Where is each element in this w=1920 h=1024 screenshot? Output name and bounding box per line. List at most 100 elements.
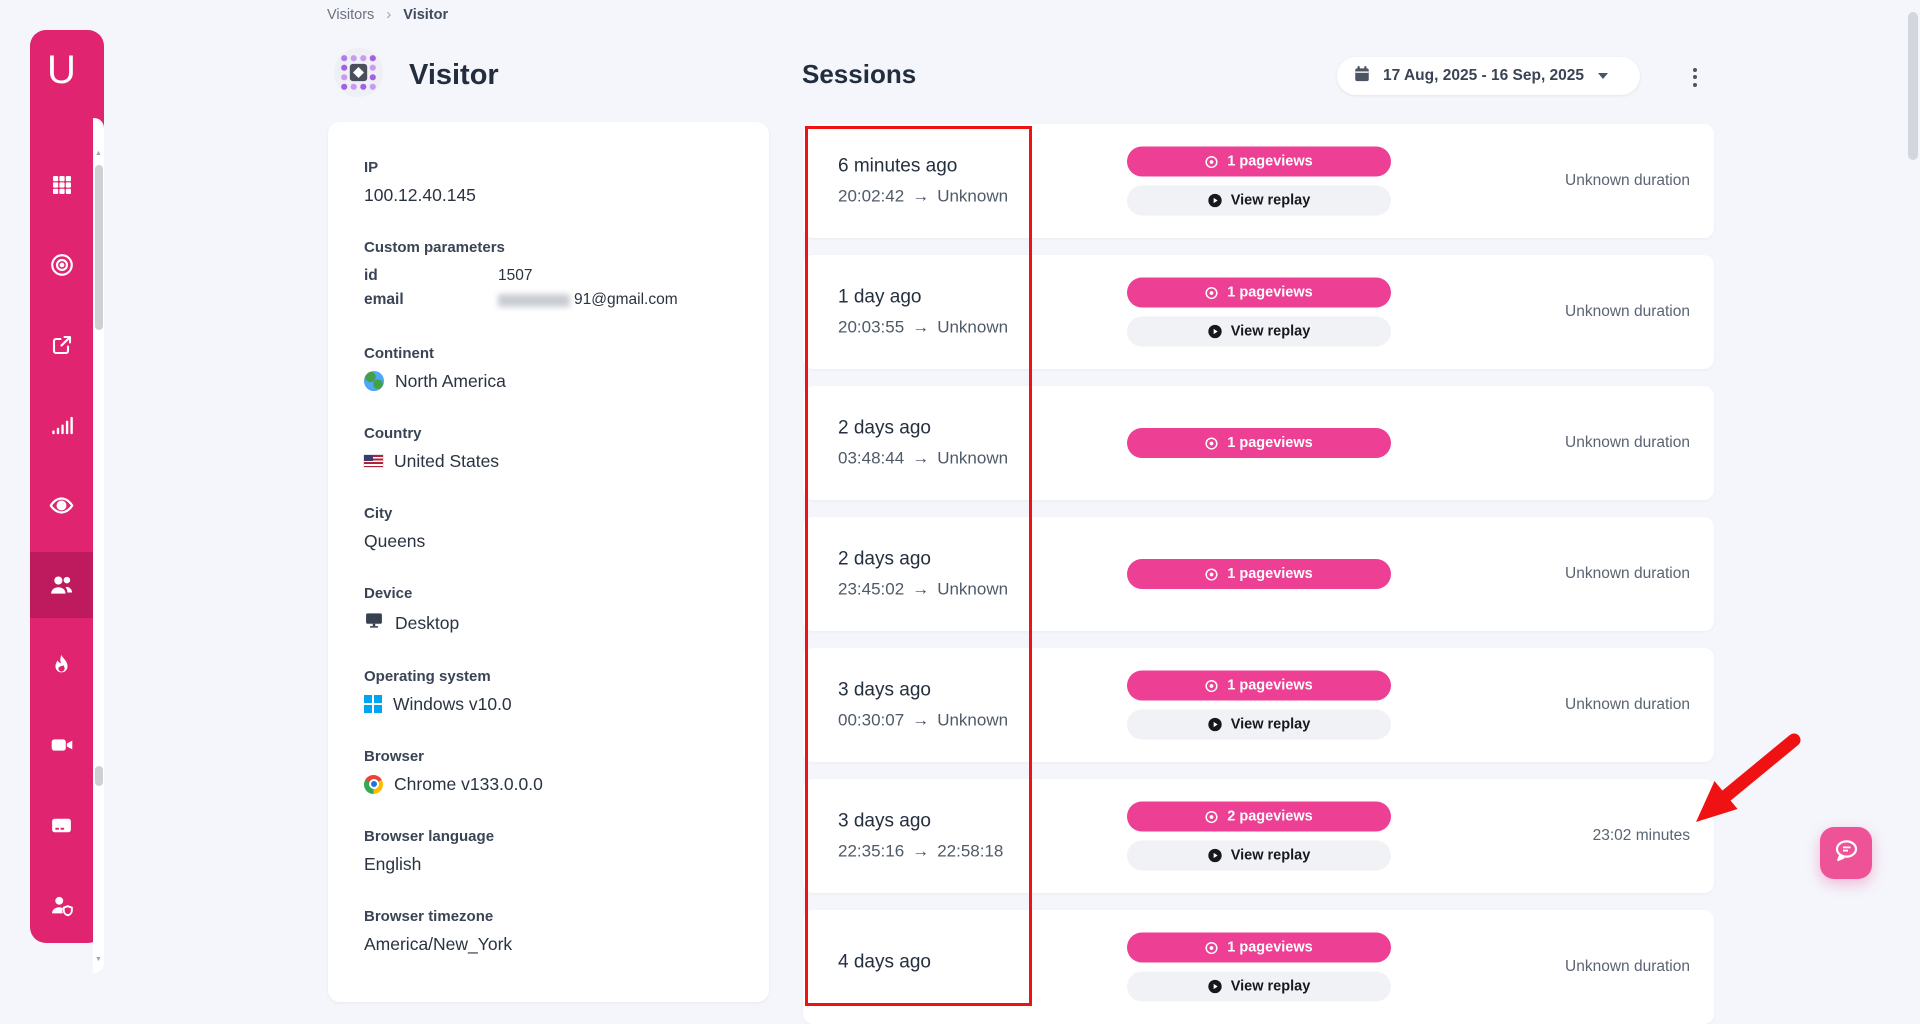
os-value: Windows v10.0 [393,694,512,714]
play-icon [1208,979,1222,994]
redacted-text-blur [498,293,570,307]
session-row[interactable]: 4 days ago 1 pageviews View replay Unkno… [803,910,1714,1024]
session-row[interactable]: 3 days ago 00:30:07 → Unknown 1 pageviews … [803,648,1714,762]
field-label-os: Operating system [364,668,491,685]
pageviews-badge[interactable]: 1 pageviews [1126,559,1391,589]
country-value: United States [394,451,500,471]
view-replay-button[interactable]: View replay [1126,185,1391,216]
param-key-email: email [364,291,404,308]
field-label-browser-language: Browser language [364,828,495,845]
session-times: 03:48:44 → Unknown [838,448,1009,468]
session-row[interactable]: 6 minutes ago 20:02:42 → Unknown 1 pagevie… [803,124,1714,238]
sidebar-item-dashboard[interactable] [30,152,93,218]
sidebar-item-account[interactable] [30,872,93,938]
eye-badge-icon [1205,567,1218,581]
arrow-right-icon: → [912,317,930,337]
param-value-id: 1507 [498,267,533,284]
arrow-right-icon: → [912,579,930,599]
custom-param-row: email 91@gmail.com [364,288,733,312]
sidebar-item-heatmaps[interactable] [30,632,93,698]
view-replay-button[interactable]: View replay [1126,971,1391,1002]
chat-bubble-icon [1831,836,1861,871]
sidebar-item-statistics[interactable] [30,392,93,458]
session-time-ago: 6 minutes ago [838,155,958,177]
date-range-picker[interactable]: 17 Aug, 2025 - 16 Sep, 2025 [1337,57,1640,95]
view-replay-button[interactable]: View replay [1126,840,1391,871]
sidebar-item-outbound[interactable] [30,312,93,378]
user-shield-icon [48,892,75,919]
session-duration: Unknown duration [1565,434,1690,451]
eye-badge-icon [1205,941,1218,954]
sidebar-item-pageviews[interactable] [30,472,93,538]
view-replay-button[interactable]: View replay [1126,316,1391,347]
eye-badge-icon [1205,155,1218,168]
session-row[interactable]: 3 days ago 22:35:16 → 22:58:18 2 pageviews… [803,779,1714,893]
kebab-menu-button[interactable] [1683,60,1707,94]
app-logo[interactable]: U [47,48,76,92]
chevron-down-icon [1598,73,1609,79]
session-duration: 23:02 minutes [1592,827,1690,844]
calendar-icon [1353,65,1371,88]
arrow-right-icon: → [912,448,930,468]
sidebar-item-recordings[interactable] [30,712,93,778]
page-scrollbar-thumb[interactable] [1908,12,1918,160]
field-label-browser-timezone: Browser timezone [364,908,494,925]
grid-icon [50,173,74,197]
pageviews-badge[interactable]: 1 pageviews [1126,428,1391,458]
session-row[interactable]: 2 days ago 03:48:44 → Unknown 1 pageviews … [803,386,1714,500]
scrollbar-thumb[interactable] [94,165,103,330]
pageviews-badge[interactable]: 2 pageviews [1126,801,1391,832]
chrome-icon [364,774,383,794]
chat-widget-button[interactable] [1820,827,1872,879]
sidebar-scrollbar[interactable]: ▲ ▼ [93,118,104,973]
scroll-down-icon: ▼ [95,956,102,963]
dotted-avatar-icon [334,48,383,102]
param-value-email: 91@gmail.com [498,288,678,312]
chevron-right-icon: › [386,6,392,23]
device-value: Desktop [395,612,460,633]
session-time-ago: 2 days ago [838,417,931,439]
breadcrumb-visitors[interactable]: Visitors [327,6,375,23]
eye-icon [48,492,75,519]
arrow-right-icon: → [912,186,930,206]
browser-value: Chrome v133.0.0.0 [394,774,543,794]
sidebar-item-visitors[interactable] [30,552,93,618]
play-icon [1208,717,1222,732]
sidebar-item-forms[interactable] [30,792,93,858]
play-icon [1208,848,1222,863]
breadcrumb-visitor[interactable]: Visitor [403,6,449,23]
sidebar-nav [30,152,93,952]
pageviews-badge[interactable]: 1 pageviews [1126,670,1391,701]
external-link-icon [50,333,74,357]
field-label-country: Country [364,425,422,442]
video-camera-icon [49,732,75,758]
card-icon [49,813,74,838]
ip-value: 100.12.40.145 [364,185,476,205]
param-key-id: id [364,267,378,284]
view-replay-button[interactable]: View replay [1126,709,1391,740]
field-label-ip: IP [364,159,379,176]
session-duration: Unknown duration [1565,303,1690,320]
session-times: 23:45:02 → Unknown [838,579,1009,599]
monitor-icon [364,610,384,635]
play-icon [1208,324,1222,339]
custom-param-row: id 1507 [364,264,733,288]
sessions-title: Sessions [802,59,917,89]
sidebar: U [30,30,104,973]
session-row[interactable]: 1 day ago 20:03:55 → Unknown 1 pageviews V… [803,255,1714,369]
session-time-ago: 1 day ago [838,286,922,308]
field-label-city: City [364,505,393,522]
eye-badge-icon [1205,810,1218,823]
scrollbar-thumb[interactable] [94,766,103,786]
target-icon [49,252,75,278]
session-row[interactable]: 2 days ago 23:45:02 → Unknown 1 pageviews … [803,517,1714,631]
us-flag-icon [364,455,383,467]
arrow-right-icon: → [912,841,930,861]
session-times: 00:30:07 → Unknown [838,710,1009,730]
field-label-custom-parameters: Custom parameters [364,239,505,256]
pageviews-badge[interactable]: 1 pageviews [1126,277,1391,308]
pageviews-badge[interactable]: 1 pageviews [1126,932,1391,963]
sidebar-item-goals[interactable] [30,232,93,298]
pageviews-badge[interactable]: 1 pageviews [1126,146,1391,177]
field-label-browser: Browser [364,748,425,765]
